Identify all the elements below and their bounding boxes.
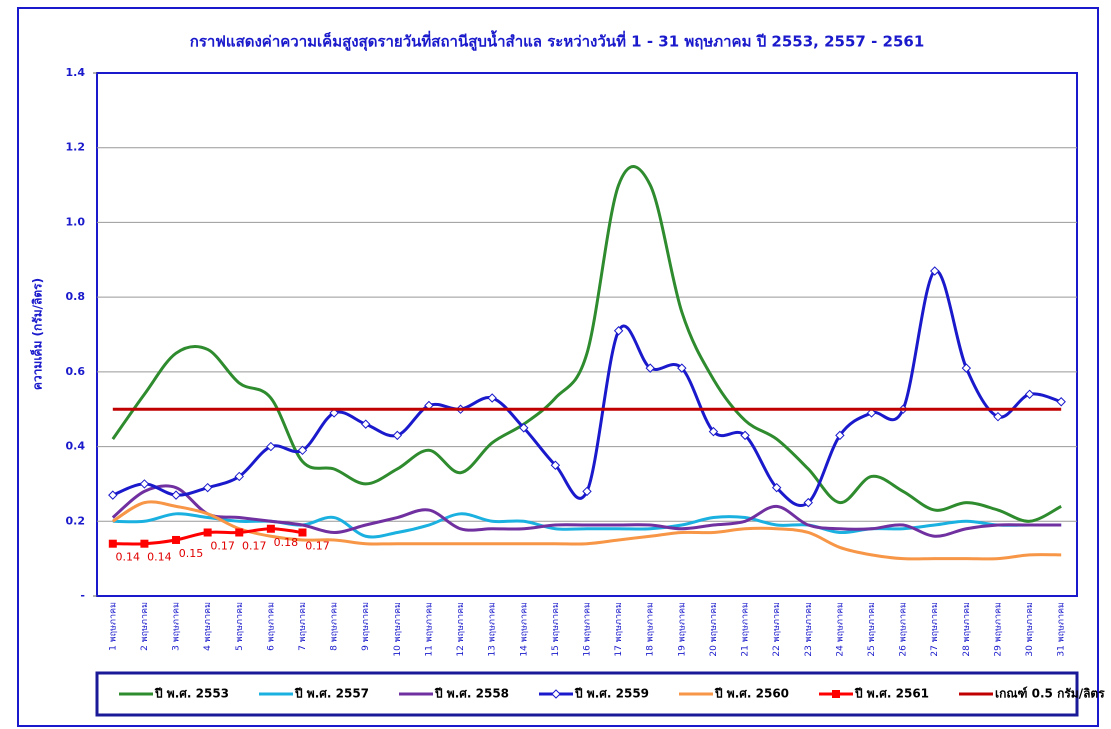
legend-label: ปี พ.ศ. 2558: [434, 687, 509, 701]
data-point: [866, 408, 877, 418]
x-tick-label: 30 พฤษภาคม: [1025, 602, 1035, 657]
series-line: [112, 269, 1062, 508]
x-tick-label: 17 พฤษภาคม: [614, 602, 624, 657]
data-point: [613, 326, 624, 336]
x-tick-label: 4 พฤษภาคม: [203, 602, 213, 651]
data-point: [487, 393, 497, 403]
data-point: [203, 528, 212, 537]
data-label: 0.17: [210, 539, 235, 552]
data-point: [297, 445, 308, 456]
data-point: [519, 423, 529, 433]
data-point: [108, 539, 117, 548]
data-point: [235, 528, 244, 537]
x-tick-label: 11 พฤษภาคม: [424, 602, 434, 657]
legend-label: ปี พ.ศ. 2559: [574, 687, 649, 701]
y-tick-label: 1.4: [66, 66, 86, 79]
data-point: [172, 535, 181, 544]
x-tick-label: 28 พฤษภาคม: [962, 602, 972, 657]
x-tick-label: 29 พฤษภาคม: [993, 602, 1003, 657]
x-tick-label: 15 พฤษภาคม: [551, 602, 561, 657]
legend-label: ปี พ.ศ. 2557: [294, 687, 369, 701]
data-point: [392, 430, 403, 441]
x-tick-label: 20 พฤษภาคม: [709, 602, 719, 657]
data-label: 0.15: [179, 547, 204, 560]
x-tick-label: 5 พฤษภาคม: [235, 602, 245, 651]
data-point: [1024, 389, 1035, 399]
x-tick-label: 16 พฤษภาคม: [583, 602, 593, 657]
data-point: [298, 528, 307, 537]
x-tick-label: 9 พฤษภาคม: [361, 602, 371, 651]
data-point: [961, 363, 972, 373]
x-tick-label: 10 พฤษภาคม: [393, 602, 403, 657]
y-tick-label: -: [80, 589, 85, 602]
x-tick-label: 7 พฤษภาคม: [298, 602, 308, 651]
data-point: [582, 486, 592, 497]
data-point: [993, 411, 1003, 422]
data-point: [835, 430, 845, 441]
data-point: [140, 539, 149, 548]
x-tick-label: 6 พฤษภาคม: [266, 602, 276, 651]
y-tick-label: 0.6: [66, 365, 86, 378]
x-tick-label: 3 พฤษภาคม: [172, 602, 182, 651]
legend-label: ปี พ.ศ. 2553: [154, 687, 229, 701]
data-point: [266, 441, 276, 452]
data-point: [708, 426, 719, 437]
data-point: [645, 363, 655, 373]
x-tick-label: 22 พฤษภาคม: [772, 602, 782, 657]
x-tick-label: 31 พฤษภาคม: [1057, 602, 1067, 657]
x-tick-label: 26 พฤษภาคม: [899, 602, 909, 657]
x-tick-label: 13 พฤษภาคม: [488, 602, 498, 657]
legend-marker: [551, 689, 561, 699]
series-line: [111, 165, 1062, 523]
data-point: [171, 490, 181, 500]
y-axis-label: ความเค็ม (กรัม/ลิตร): [30, 278, 45, 390]
data-point: [740, 430, 750, 441]
data-point: [108, 490, 118, 500]
data-point: [266, 524, 275, 533]
x-tick-label: 24 พฤษภาคม: [835, 602, 845, 657]
legend-label: เกณฑ์ 0.5 กรัม/ลิตร: [995, 687, 1105, 701]
data-label: 0.17: [242, 539, 267, 552]
y-tick-label: 0.4: [66, 440, 86, 453]
legend-marker: [832, 690, 840, 698]
x-tick-label: 27 พฤษภาคม: [930, 602, 940, 657]
y-tick-label: 1.0: [66, 215, 86, 228]
plot-area: [96, 72, 1078, 597]
x-tick-label: 1 พฤษภาคม: [108, 602, 118, 651]
x-tick-label: 21 พฤษภาคม: [741, 602, 751, 657]
data-point: [771, 482, 782, 493]
data-point: [677, 363, 687, 373]
data-point: [361, 419, 371, 429]
data-point: [550, 460, 561, 470]
legend-label: ปี พ.ศ. 2560: [714, 687, 789, 701]
data-label: 0.17: [305, 539, 330, 552]
x-tick-label: 8 พฤษภาคม: [330, 602, 340, 651]
legend-label: ปี พ.ศ. 2561: [854, 687, 929, 701]
chart-title: กราฟแสดงค่าความเค็มสูงสุดรายวันที่สถานีส…: [190, 30, 925, 52]
x-tick-label: 18 พฤษภาคม: [646, 602, 656, 657]
series-line: [112, 500, 1062, 561]
data-point: [202, 482, 213, 493]
x-tick-label: 23 พฤษภาคม: [804, 602, 814, 657]
y-tick-label: 1.2: [66, 141, 86, 154]
x-tick-label: 19 พฤษภาคม: [677, 602, 687, 657]
data-point: [329, 408, 339, 418]
y-tick-label: 0.8: [66, 290, 86, 303]
x-tick-label: 14 พฤษภาคม: [519, 602, 529, 657]
data-point: [234, 471, 244, 482]
series-line: [111, 484, 1062, 538]
x-tick-label: 12 พฤษภาคม: [456, 602, 466, 657]
x-tick-label: 2 พฤษภาคม: [140, 602, 150, 651]
y-tick-label: 0.2: [66, 514, 86, 527]
data-point: [1056, 397, 1066, 407]
data-point: [803, 497, 813, 508]
data-label: 0.14: [147, 551, 172, 564]
x-tick-label: 25 พฤษภาคม: [867, 602, 877, 657]
data-label: 0.14: [116, 551, 141, 564]
data-label: 0.18: [274, 536, 299, 549]
data-point: [930, 266, 940, 276]
data-point: [139, 479, 150, 489]
